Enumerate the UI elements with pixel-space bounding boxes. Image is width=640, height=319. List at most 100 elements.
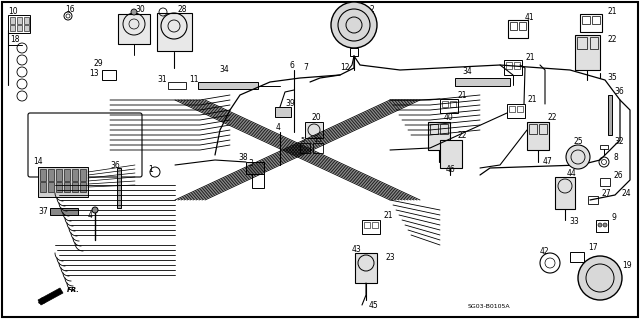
Text: 26: 26 <box>614 170 623 180</box>
Text: 12: 12 <box>340 63 349 72</box>
Text: 27: 27 <box>601 189 611 197</box>
Bar <box>350 48 358 56</box>
Bar <box>10 25 15 31</box>
Circle shape <box>331 2 377 48</box>
Bar <box>24 25 29 31</box>
Text: 39: 39 <box>285 99 295 108</box>
Bar <box>592 16 600 24</box>
Text: 34: 34 <box>462 68 472 77</box>
Text: 40: 40 <box>444 114 454 122</box>
Bar <box>80 169 86 181</box>
Bar <box>588 196 598 204</box>
Text: 21: 21 <box>525 53 534 62</box>
Bar <box>510 22 517 30</box>
Bar <box>428 122 450 150</box>
Circle shape <box>566 145 590 169</box>
Bar <box>580 14 602 32</box>
Circle shape <box>92 207 98 213</box>
Text: 33: 33 <box>569 218 579 226</box>
Bar <box>440 99 458 113</box>
Bar <box>577 37 587 49</box>
Text: 16: 16 <box>65 5 75 14</box>
Bar <box>600 178 610 186</box>
Bar <box>508 20 528 38</box>
Circle shape <box>578 256 622 300</box>
Text: 21: 21 <box>457 91 467 100</box>
Bar <box>17 25 22 31</box>
Text: 17: 17 <box>588 243 598 253</box>
Text: 24: 24 <box>622 189 632 197</box>
Text: 3: 3 <box>248 159 253 167</box>
Bar <box>157 13 192 51</box>
Text: 7: 7 <box>303 63 308 72</box>
Text: 34: 34 <box>219 65 228 75</box>
Polygon shape <box>38 288 63 305</box>
Bar <box>40 182 46 192</box>
Bar <box>102 70 116 80</box>
Text: 46: 46 <box>446 166 456 174</box>
Text: 42: 42 <box>540 248 550 256</box>
Bar <box>600 145 608 149</box>
Bar <box>48 182 54 192</box>
Bar <box>570 252 584 262</box>
Text: 47: 47 <box>543 158 553 167</box>
Text: 45: 45 <box>369 300 379 309</box>
Text: 2: 2 <box>369 5 374 14</box>
Bar <box>507 104 525 118</box>
Text: 19: 19 <box>622 261 632 270</box>
Bar <box>555 177 575 209</box>
Bar <box>450 101 456 107</box>
Bar <box>72 182 78 192</box>
Bar <box>506 62 512 69</box>
Bar <box>275 107 291 117</box>
Bar <box>440 140 462 168</box>
Bar <box>80 182 86 192</box>
Bar <box>8 15 30 33</box>
Bar <box>440 124 448 134</box>
Bar <box>72 169 78 181</box>
Text: 41: 41 <box>525 12 534 21</box>
Bar <box>17 17 22 24</box>
Bar <box>362 220 380 234</box>
Text: 28: 28 <box>178 5 188 14</box>
Bar <box>582 16 590 24</box>
Bar <box>430 124 438 134</box>
Text: 32: 32 <box>614 137 623 146</box>
Text: 9: 9 <box>612 213 617 222</box>
Bar <box>519 22 526 30</box>
Circle shape <box>598 223 602 227</box>
Bar <box>118 14 150 44</box>
Text: FR.: FR. <box>67 287 80 293</box>
Text: 44: 44 <box>567 168 577 177</box>
Text: 10: 10 <box>8 8 18 17</box>
Text: 37: 37 <box>38 207 48 217</box>
Text: 43: 43 <box>352 246 362 255</box>
Text: 18: 18 <box>10 35 19 44</box>
Bar <box>527 122 549 150</box>
Text: 4: 4 <box>88 211 93 219</box>
Text: 21: 21 <box>528 95 538 105</box>
Bar <box>355 253 377 283</box>
Text: 21: 21 <box>607 8 616 17</box>
Circle shape <box>131 9 137 15</box>
Text: 22: 22 <box>457 130 467 139</box>
Bar <box>596 220 608 232</box>
Text: 36: 36 <box>110 160 120 169</box>
Text: 38: 38 <box>238 153 248 162</box>
Bar <box>529 124 537 134</box>
Circle shape <box>603 223 607 227</box>
Bar <box>539 124 547 134</box>
Text: 25: 25 <box>573 137 582 146</box>
Bar <box>56 169 62 181</box>
Text: 31: 31 <box>157 76 166 85</box>
Bar <box>10 17 15 24</box>
Bar <box>246 162 264 174</box>
Text: 21: 21 <box>384 211 394 219</box>
Bar <box>117 168 121 208</box>
Bar <box>590 37 598 49</box>
Text: 30: 30 <box>135 5 145 14</box>
Text: 22: 22 <box>548 114 557 122</box>
Text: SG03-B0105A: SG03-B0105A <box>468 305 511 309</box>
Bar <box>442 101 448 107</box>
Text: 23: 23 <box>385 254 395 263</box>
